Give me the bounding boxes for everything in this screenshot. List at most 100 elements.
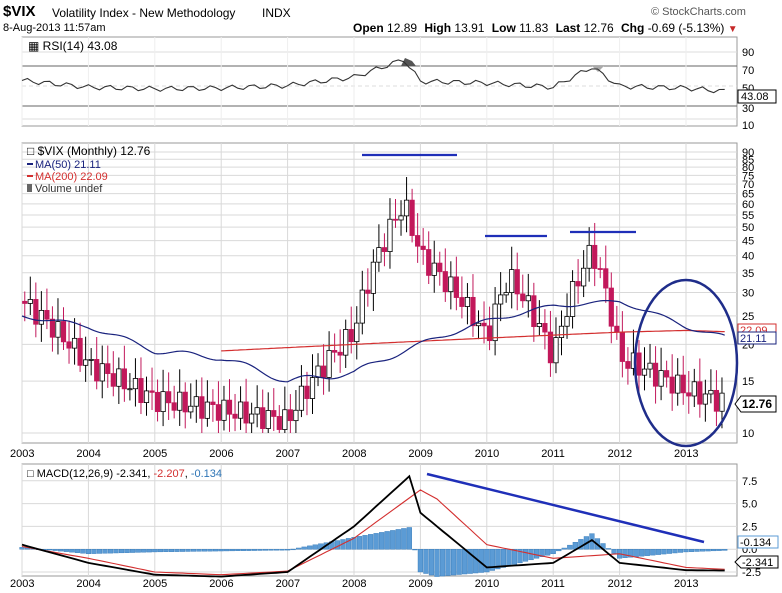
volume-icon [27, 184, 32, 192]
candle-body [254, 407, 260, 415]
macd-histogram-bar [235, 549, 241, 551]
macd-histogram-bar [185, 549, 191, 552]
candle-body [603, 268, 609, 289]
candle-body [210, 401, 216, 405]
macd-histogram-bar [218, 549, 224, 552]
candle-body [392, 218, 399, 221]
candle-body [332, 350, 338, 353]
candle-body [415, 235, 421, 247]
x-tick-label: 2005 [143, 578, 167, 590]
macd-histogram-bar [412, 549, 418, 551]
macd-histogram-bar [417, 549, 424, 573]
macd-histogram-bar [688, 549, 695, 552]
macd-histogram-bar [711, 549, 717, 552]
candle-body [320, 365, 327, 378]
candle-body [636, 352, 642, 376]
candle-body [110, 373, 116, 387]
macd-trendline [426, 472, 705, 544]
candle-body [708, 389, 714, 395]
candle-body [66, 341, 72, 349]
macd-histogram-bar [561, 547, 567, 550]
macd-histogram-bar [700, 549, 706, 552]
macd-histogram-bar [96, 549, 103, 554]
macd-histogram-bar [611, 549, 617, 554]
macd-histogram-bar [174, 549, 180, 552]
macd-histogram-bar [257, 549, 263, 551]
candle-body [409, 199, 415, 236]
candle-body [309, 377, 316, 399]
exchange-label: INDX [262, 6, 291, 20]
high-value: 13.91 [454, 21, 485, 35]
macd-histogram-bar [666, 549, 673, 554]
candle-body [199, 396, 205, 419]
candle-body [697, 381, 703, 405]
low-label: Low [491, 21, 516, 35]
ohlc-header: Open 12.89 High 13.91 Low 11.83 Last 12.… [353, 21, 738, 35]
candle-body [94, 359, 100, 382]
candle-body [586, 244, 592, 269]
candle-body [260, 407, 266, 429]
macd-histogram-bar [395, 529, 401, 550]
macd-histogram-bar [251, 549, 258, 551]
macd-histogram-bar [456, 549, 462, 575]
candle-body [686, 392, 692, 397]
candle-body [442, 271, 448, 293]
candle-body [44, 309, 50, 320]
macd-histogram-bar [124, 549, 130, 553]
macd-histogram-bar [484, 549, 490, 573]
candle-body [569, 281, 576, 317]
candle-body [105, 363, 111, 374]
candle-body [226, 399, 233, 415]
macd-histogram-bar [146, 549, 152, 553]
price-tick-label: 45 [742, 236, 754, 248]
candle-body [138, 378, 144, 403]
candle-body [486, 325, 493, 342]
candle-body [232, 413, 238, 419]
candle-body [592, 244, 598, 269]
candle-body [514, 269, 520, 295]
macd-hist-tag: -0.134 [740, 537, 771, 549]
high-label: High [424, 21, 452, 35]
candle-body [492, 303, 498, 342]
macd-histogram-bar [644, 549, 650, 556]
candle-body [121, 368, 127, 390]
candle-body [459, 297, 465, 307]
rsi-tick-label: 90 [742, 47, 754, 59]
macd-histogram-bar [467, 549, 473, 574]
rsi-legend: ▦ RSI(14) 43.08 [28, 39, 118, 53]
candle-body [713, 389, 720, 412]
x-tick-label: 2008 [342, 578, 366, 590]
candle-body [575, 281, 581, 287]
candle-body [669, 376, 675, 394]
candle-body [221, 399, 227, 421]
candle-body [282, 409, 288, 430]
macd-histogram [19, 527, 728, 577]
price-legend-main: □ $VIX (Monthly) 12.76 [27, 144, 151, 158]
candle-body [597, 268, 603, 270]
price-tick-label: 40 [742, 251, 754, 263]
price-tick-label: 50 [742, 222, 754, 234]
price-tick-label: 55 [742, 210, 754, 222]
candle-body [470, 296, 476, 327]
candle-body [542, 323, 548, 333]
candle-body [564, 316, 570, 327]
macd-histogram-bar [716, 549, 722, 551]
price-tick-label: 90 [742, 147, 754, 159]
macd-histogram-bar [207, 549, 213, 552]
macd-signal-line [21, 489, 725, 576]
candle-body [116, 368, 122, 387]
down-arrow-icon: ▼ [727, 24, 738, 35]
candle-body [315, 365, 321, 379]
candle-body [298, 385, 305, 411]
candle-body [531, 295, 537, 327]
candle-body [431, 262, 437, 276]
candle-body [658, 370, 664, 387]
x-tick-label: 2007 [276, 578, 300, 590]
macd-histogram-bar [229, 549, 235, 552]
x-tick-label: 2010 [475, 448, 499, 460]
ma200-line [221, 329, 725, 352]
rsi-overbought-fill [401, 58, 416, 66]
price-legend: □ $VIX (Monthly) 12.76 MA(50) 21.11 MA(2… [27, 144, 151, 195]
rsi-value-tag-box [737, 89, 777, 104]
candle-body [193, 396, 199, 407]
